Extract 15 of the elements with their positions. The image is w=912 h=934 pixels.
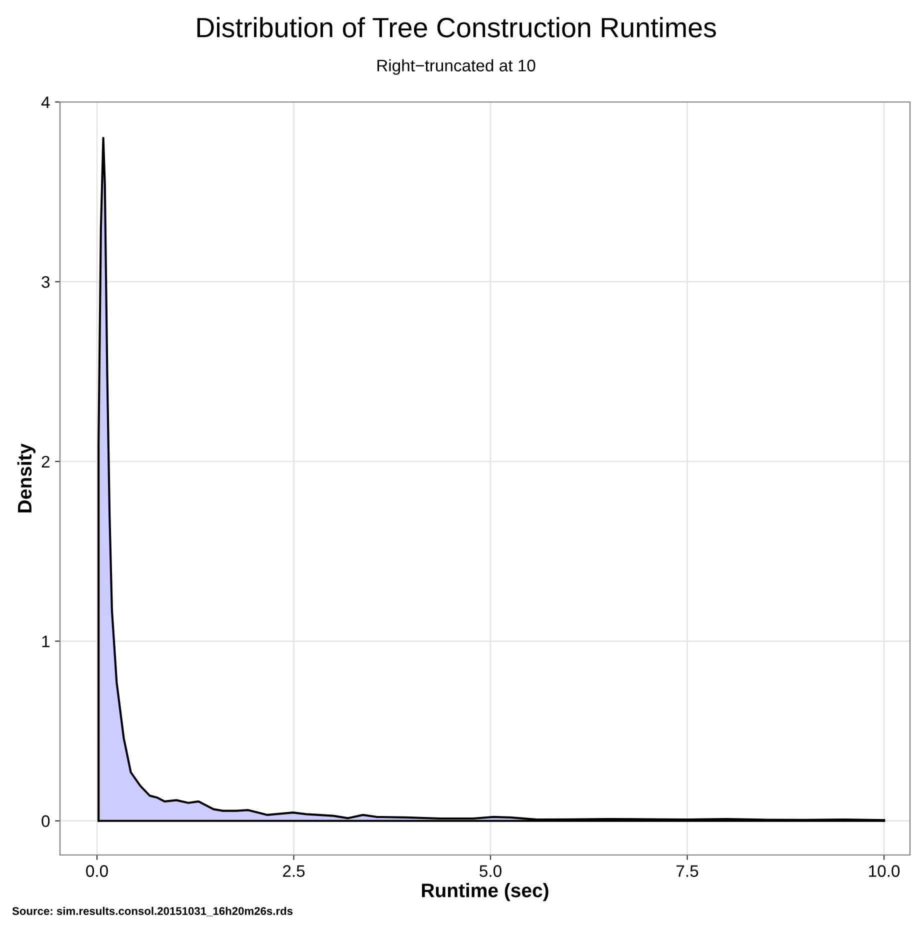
chart-subtitle: Right−truncated at 10 [377,59,536,75]
x-tick-label: 5.0 [480,865,502,877]
x-tick-label: 7.5 [676,865,698,877]
x-tick-label: 0.0 [86,865,108,877]
x-axis-title: Runtime (sec) [422,883,548,902]
y-axis-title: Density [17,443,36,512]
y-tick-label: 4 [41,96,50,108]
y-tick-label: 2 [42,456,50,468]
y-tick-label: 1 [42,636,50,648]
chart-title: Distribution of Tree Construction Runtimes [197,17,716,38]
x-tick-label: 10.0 [869,865,900,877]
y-tick-label: 0 [42,815,50,828]
y-tick-label: 3 [42,276,50,288]
x-tick-label: 2.5 [283,865,305,877]
source-note: Source: sim.results.consol.20151031_16h20m26s.rds [12,906,293,916]
